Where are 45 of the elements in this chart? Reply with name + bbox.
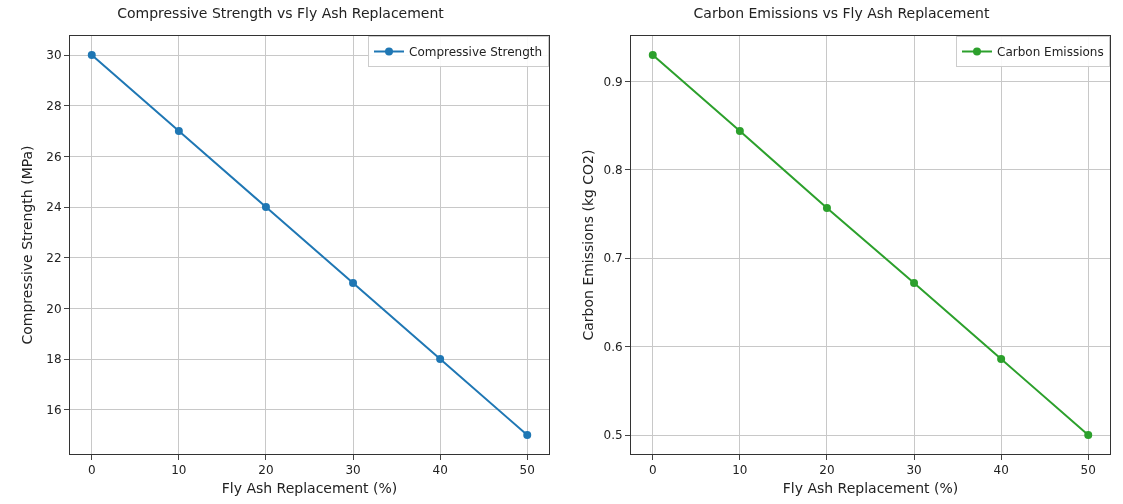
point bbox=[997, 355, 1006, 363]
x-tick-label: 10 bbox=[171, 463, 187, 478]
y-axis-title: Compressive Strength (MPa) bbox=[19, 145, 35, 345]
point bbox=[1084, 431, 1093, 439]
x-tick-label: 20 bbox=[819, 463, 835, 478]
y-tick-label: 30 bbox=[46, 48, 62, 63]
x-tick-label: 10 bbox=[732, 463, 748, 478]
y-tick-label: 28 bbox=[46, 98, 62, 113]
y-tick-label: 0.5 bbox=[603, 428, 623, 443]
point bbox=[87, 51, 96, 59]
x-tick-label: 0 bbox=[87, 463, 96, 478]
y-tick-label: 18 bbox=[46, 352, 62, 367]
point bbox=[436, 355, 445, 363]
x-tick-label: 40 bbox=[993, 463, 1009, 478]
legend-label: Carbon Emissions bbox=[997, 45, 1104, 60]
x-tick-label: 40 bbox=[432, 463, 448, 478]
y-tick-label: 20 bbox=[46, 301, 62, 316]
x-axis-title: Fly Ash Replacement (%) bbox=[221, 479, 398, 496]
point bbox=[523, 431, 532, 439]
x-tick-label: 30 bbox=[345, 463, 361, 478]
chart-title: Compressive Strength vs Fly Ash Replacement bbox=[117, 5, 445, 21]
y-tick-label: 0.6 bbox=[603, 339, 623, 354]
y-tick-label: 0.7 bbox=[603, 251, 623, 266]
x-axis-title: Fly Ash Replacement (%) bbox=[782, 479, 959, 496]
y-tick-label: 16 bbox=[46, 402, 62, 417]
x-tick-label: 50 bbox=[519, 463, 535, 478]
y-tick-label: 0.9 bbox=[603, 74, 623, 89]
point bbox=[822, 203, 831, 212]
y-tick-label: 0.8 bbox=[603, 163, 623, 178]
legend-label: Compressive Strength bbox=[409, 45, 543, 60]
point bbox=[261, 203, 270, 211]
point bbox=[349, 279, 358, 287]
x-tick-label: 0 bbox=[648, 463, 657, 478]
y-tick-label: 22 bbox=[46, 250, 62, 265]
point bbox=[648, 51, 657, 59]
x-tick-label: 50 bbox=[1080, 463, 1096, 478]
x-tick-label: 30 bbox=[906, 463, 922, 478]
point bbox=[735, 127, 744, 135]
chart-title: Carbon Emissions vs Fly Ash Replacement bbox=[693, 5, 990, 21]
y-axis-title: Carbon Emissions (kg CO2) bbox=[580, 149, 596, 341]
y-tick-label: 26 bbox=[46, 149, 62, 164]
point bbox=[174, 127, 183, 135]
point bbox=[910, 279, 919, 287]
y-tick-label: 24 bbox=[46, 200, 62, 215]
x-tick-label: 20 bbox=[258, 463, 274, 478]
